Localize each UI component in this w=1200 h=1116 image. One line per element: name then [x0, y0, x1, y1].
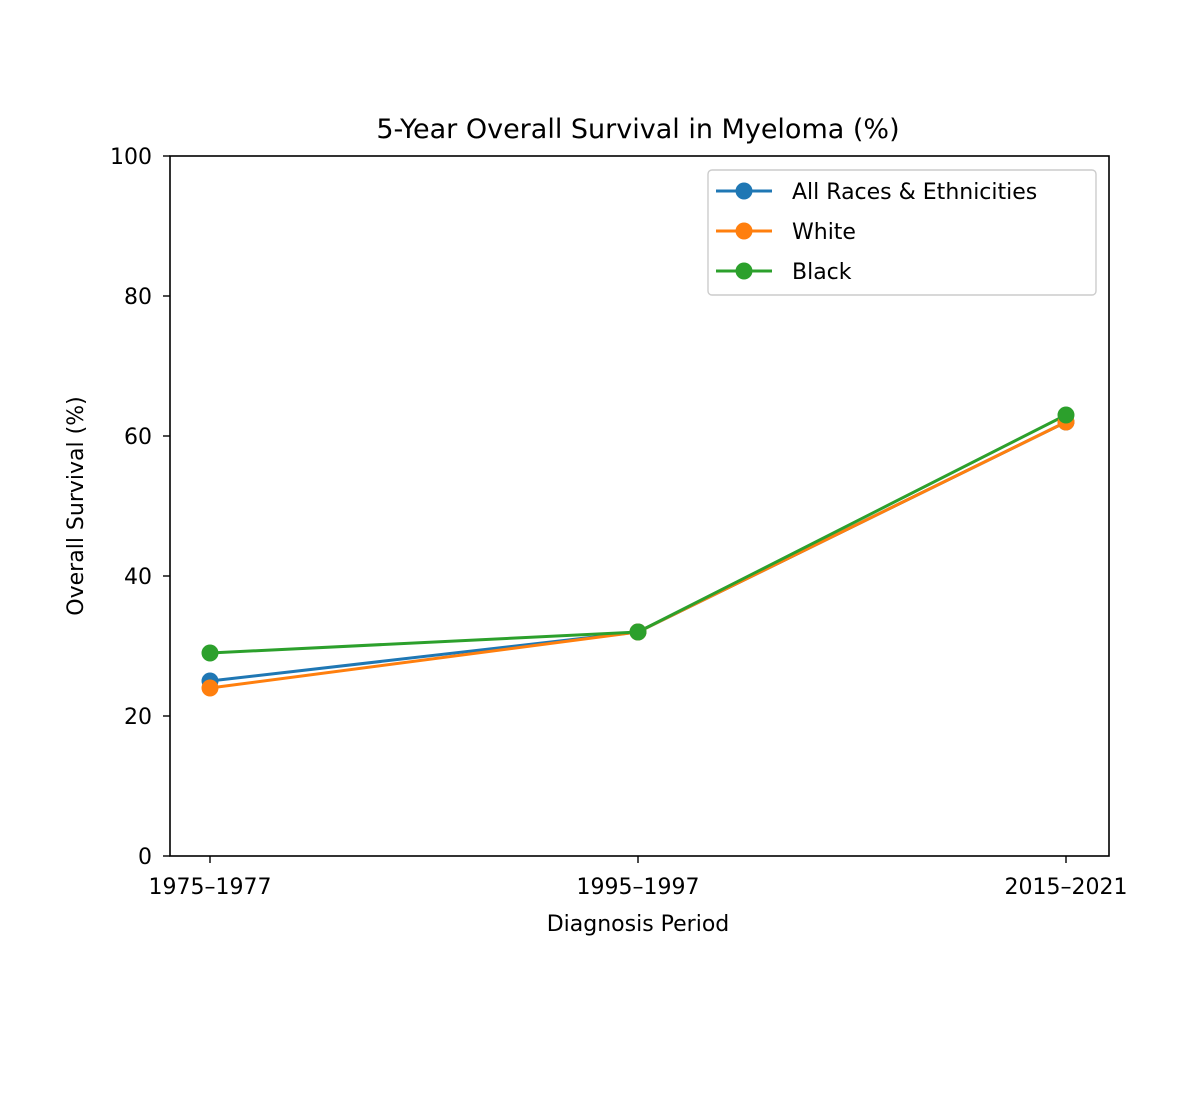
y-tick-label: 100	[110, 145, 152, 170]
y-tick-label: 20	[124, 705, 152, 730]
data-point	[1057, 406, 1075, 424]
chart-title: 5-Year Overall Survival in Myeloma (%)	[376, 114, 899, 145]
x-tick-label: 1975–1977	[149, 875, 272, 900]
series-markers	[201, 406, 1075, 697]
y-tick-label: 40	[124, 565, 152, 590]
data-point	[201, 679, 219, 697]
plot-frame	[169, 155, 1110, 857]
legend-marker-swatch	[735, 182, 753, 200]
x-axis-label: Diagnosis Period	[547, 912, 730, 937]
legend: All Races & Ethnicities White Black	[707, 169, 1097, 296]
series-line-0	[209, 420, 1067, 683]
legend-label: All Races & Ethnicities	[792, 180, 1037, 205]
legend-marker-swatch	[735, 262, 753, 280]
y-tick-label: 0	[138, 845, 152, 870]
series-line-2	[209, 413, 1067, 655]
data-point	[201, 644, 219, 662]
x-tick-label: 2015–2021	[1005, 875, 1128, 900]
x-tick-label: 1995–1997	[577, 875, 700, 900]
y-tick-label: 60	[124, 425, 152, 450]
y-tick-label: 80	[124, 285, 152, 310]
legend-label: Black	[792, 260, 852, 285]
legend-marker-swatch	[735, 222, 753, 240]
series-lines	[209, 413, 1067, 690]
axes: 0 20 40 60 80 100 1975–1977 1995–1997 2015–2021	[110, 145, 1127, 900]
legend-label: White	[792, 220, 856, 245]
y-axis-label: Overall Survival (%)	[64, 396, 89, 615]
data-point	[629, 623, 647, 641]
legend-box	[707, 169, 1097, 296]
